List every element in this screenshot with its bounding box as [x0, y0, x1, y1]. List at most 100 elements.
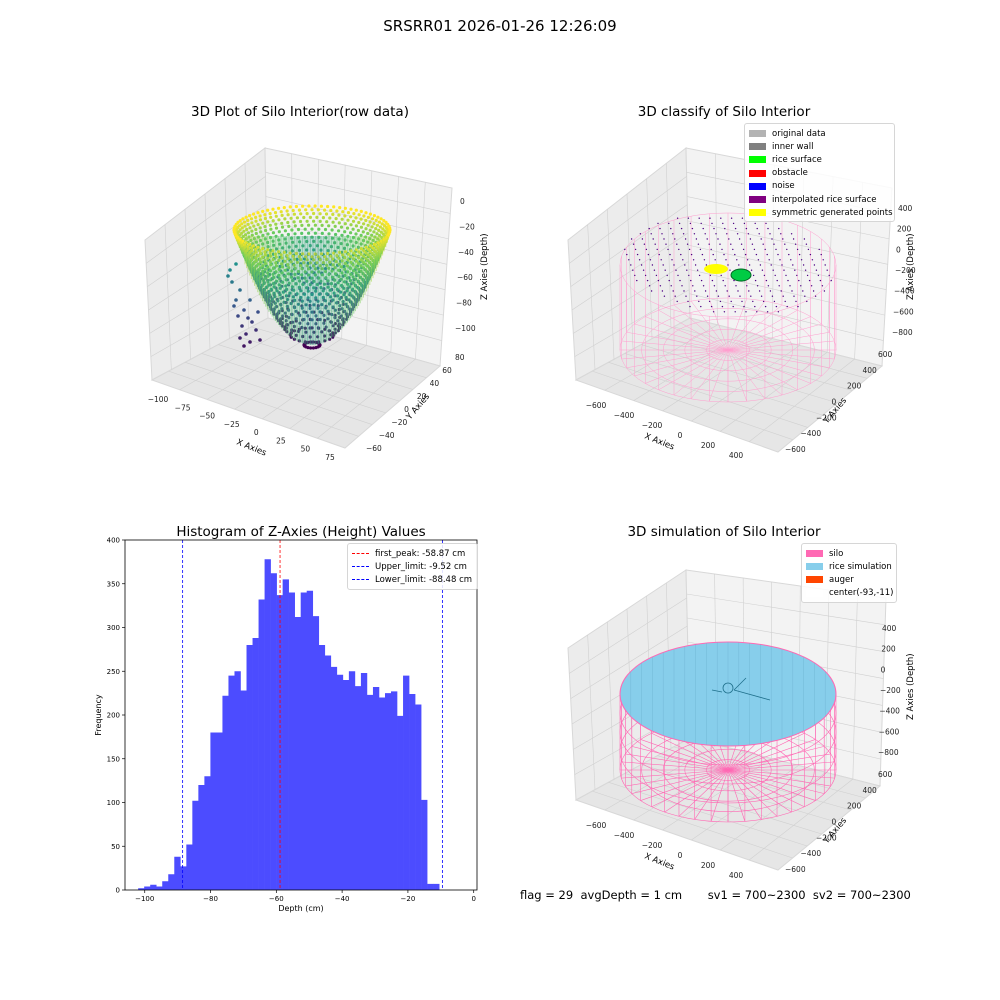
histogram-bar [168, 874, 175, 890]
simulation-legend-label: rice simulation [829, 561, 892, 572]
classify-z-tick: 400 [898, 204, 913, 213]
raw-x-tick: −50 [199, 412, 215, 421]
histogram-chart[interactable]: −100 −80 −60 −40 −20 0 0 50 100 150 200 250 300 350 4… [0, 500, 500, 920]
simulation-legend-entry: silo [806, 547, 891, 560]
raw-y-tick: 80 [455, 353, 465, 362]
histogram-bar [264, 559, 271, 890]
classify-legend-label: symmetric generated points [772, 207, 893, 218]
histogram-bar [150, 884, 157, 890]
classify-legend-label: obstacle [772, 168, 808, 179]
histogram-y-axis-label: Frequency [94, 694, 103, 736]
histogram-bar [174, 856, 181, 890]
histogram-x-tick: −20 [401, 895, 416, 903]
histogram-bar [282, 579, 289, 891]
raw-z-tick: −40 [458, 248, 474, 257]
histogram-legend-label: first_peak: -58.87 cm [375, 548, 466, 559]
histogram-x-axis-label: Depth (cm) [278, 904, 323, 913]
histogram-bar [144, 886, 151, 890]
raw-y-tick: 0 [404, 405, 409, 414]
histogram-bar [318, 645, 326, 890]
raw-x-tick: 25 [276, 436, 286, 445]
classify-legend-label: original data [772, 128, 826, 139]
classify-z-tick: −400 [894, 287, 915, 296]
histogram-bar [234, 671, 241, 890]
raw-y-tick: −20 [391, 418, 407, 427]
classify-z-axis-label: Z Axies (Depth) [906, 233, 916, 300]
raw-x-tick-labels: −100 −75 −50 −25 0 25 50 75 [148, 395, 335, 462]
histogram-bar [186, 844, 193, 890]
histogram-bars [138, 559, 440, 891]
simulation-y-tick: −200 [816, 833, 837, 842]
classify-z-tick: −800 [892, 328, 913, 337]
raw-z-tick: −100 [455, 324, 476, 333]
simulation-z-tick-labels: 400 200 0 −200 −400 −600 −800 [878, 624, 901, 757]
histogram-legend-entry: Upper_limit: -9.52 cm [352, 560, 472, 573]
histogram-x-ticks: −100 −80 −60 −40 −20 0 [135, 890, 476, 903]
classify-legend-label: noise [772, 181, 795, 192]
classify-z-tick-labels: 400 200 0 −200 −400 −600 −800 [892, 204, 916, 337]
raw-z-axis-label: Z Axies (Depth) [480, 233, 490, 300]
histogram-y-tick: 300 [107, 624, 120, 632]
histogram-bar [421, 799, 428, 891]
classify-legend-entry: noise [749, 180, 889, 193]
classify-legend-entry: inner wall [749, 140, 889, 153]
simulation-x-tick: 200 [701, 861, 716, 870]
histogram-bar [240, 690, 247, 890]
histogram-legend-swatch [352, 553, 369, 555]
classify-legend-entry: rice surface [749, 153, 889, 166]
simulation-legend-label: silo [829, 548, 844, 559]
simulation-x-tick: −600 [586, 821, 607, 830]
classify-interpolated-points [624, 217, 832, 313]
histogram-x-tick: 0 [471, 895, 475, 903]
raw-z-tick: −80 [456, 299, 472, 308]
raw-3d-panes [144, 147, 453, 449]
histogram-bar [270, 573, 277, 890]
histogram-bar [258, 599, 265, 890]
classify-x-tick: −200 [642, 421, 663, 430]
simulation-legend-entry: auger [806, 573, 891, 586]
histogram-legend-label: Lower_limit: -88.48 cm [375, 574, 473, 585]
raw-z-tick: −60 [457, 273, 473, 282]
raw-y-tick: 40 [430, 379, 440, 388]
histogram-y-tick: 250 [107, 668, 120, 676]
simulation-legend-label: auger [829, 574, 854, 585]
histogram-bar [138, 888, 145, 890]
simulation-legend-entry: center(-93,-11) [806, 587, 893, 600]
histogram-bar [312, 616, 320, 891]
histogram-bar [360, 673, 368, 890]
classify-legend-entry: obstacle [749, 167, 889, 180]
raw-y-tick: 60 [442, 366, 452, 375]
histogram-x-tick: −80 [203, 895, 218, 903]
histogram-bar [324, 655, 332, 890]
classify-legend-swatch [749, 196, 766, 204]
simulation-x-tick: −400 [614, 831, 635, 840]
classify-z-tick: 200 [897, 225, 912, 234]
status-readout: flag = 29 avgDepth = 1 cm sv1 = 700~2300… [520, 888, 911, 902]
simulation-y-tick: 600 [878, 770, 893, 779]
histogram-bar [228, 675, 235, 890]
raw-y-tick: −60 [366, 444, 382, 453]
raw-point-cloud [226, 204, 392, 350]
histogram-bar [384, 693, 392, 891]
classify-z-tick: 0 [896, 245, 901, 254]
classify-x-tick: 200 [701, 441, 716, 450]
histogram-bar [427, 883, 434, 891]
raw-plot-title: 3D Plot of Silo Interior(row data) [191, 104, 409, 120]
histogram-bar [288, 592, 295, 890]
histogram-y-tick: 100 [107, 799, 120, 807]
classify-silo-wireframe [619, 212, 837, 403]
histogram-legend-entry: Lower_limit: -88.48 cm [352, 573, 472, 586]
raw-x-tick: −25 [224, 420, 240, 429]
histogram-y-tick: 0 [116, 887, 120, 895]
histogram-bar [198, 785, 205, 890]
classify-legend-entry: symmetric generated points [749, 206, 893, 219]
raw-y-tick: −40 [379, 431, 395, 440]
classify-y-tick: −600 [785, 445, 806, 454]
histogram-y-tick: 50 [111, 843, 120, 851]
histogram-bar [366, 694, 374, 891]
raw-x-tick: −100 [148, 395, 169, 404]
